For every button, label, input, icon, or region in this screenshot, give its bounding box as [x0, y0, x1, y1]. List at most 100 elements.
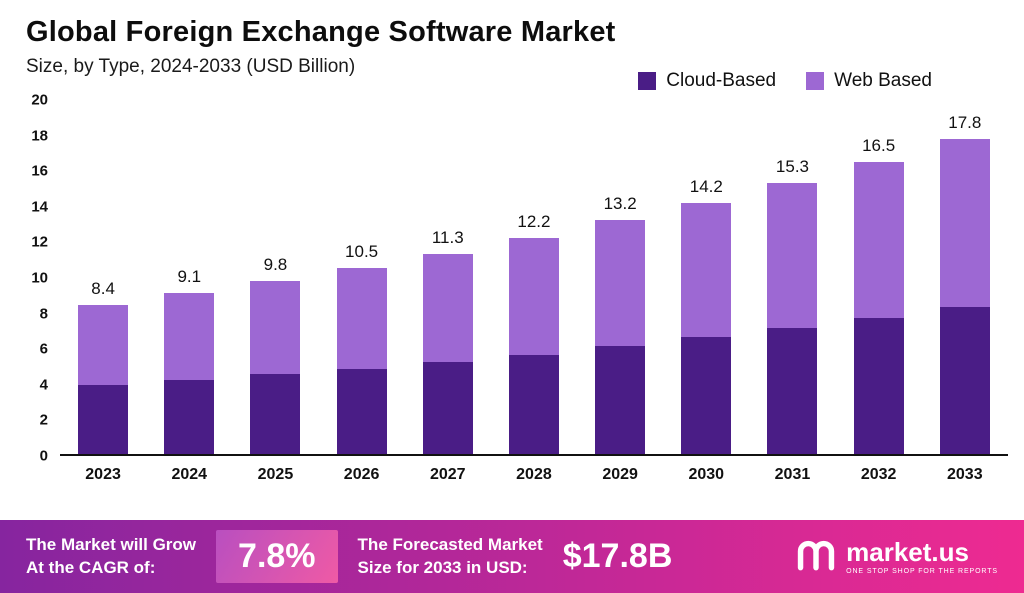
- bar-segment-cloud-based: [767, 328, 818, 454]
- brand-text: market.us ONE STOP SHOP FOR THE REPORTS: [846, 539, 998, 575]
- bar-chart: 0 2 4 6 8 10 12 14 16 18 20 8.4 9.1 9.8 10.5 11.3 12.2 1…: [20, 92, 1008, 484]
- x-axis-label: 2025: [257, 466, 294, 483]
- bar-segment-cloud-based: [681, 337, 732, 454]
- bar-total-label: 17.8: [948, 112, 982, 132]
- bar-slot: 11.3: [405, 100, 491, 454]
- legend-swatch-web-based: [806, 72, 825, 90]
- bar-segment-web-based: [767, 183, 818, 329]
- bar-segment-web-based: [595, 220, 646, 347]
- y-tick-label: 10: [31, 269, 48, 287]
- y-tick-label: 8: [39, 305, 48, 323]
- x-axis-label: 2033: [947, 466, 983, 483]
- bar-segment-web-based: [422, 254, 473, 362]
- chart-legend: Cloud-Based Web Based: [638, 70, 932, 92]
- y-tick-label: 6: [39, 340, 48, 358]
- bar-segment-cloud-based: [336, 369, 387, 454]
- x-axis-label: 2032: [860, 466, 897, 483]
- bar-total-label: 14.2: [689, 176, 723, 196]
- bar-segment-cloud-based: [595, 346, 646, 454]
- bar-segment-web-based: [78, 305, 129, 385]
- bar-segment-cloud-based: [78, 384, 129, 454]
- stacked-bar: [767, 183, 818, 454]
- bar-slot: 14.2: [663, 100, 749, 454]
- bar-total-label: 9.8: [263, 254, 288, 274]
- stacked-bar: [508, 238, 559, 454]
- bar-total-label: 8.4: [91, 279, 115, 299]
- bar-total-label: 11.3: [431, 228, 464, 247]
- x-axis-label: 2030: [688, 466, 725, 483]
- x-axis-label: 2026: [343, 466, 380, 483]
- plot-area: 8.4 9.1 9.8 10.5 11.3 12.2 13.2 14.2 15.3 16.5 17.…: [60, 100, 1008, 456]
- stacked-bar: [939, 138, 990, 454]
- bar-total-label: 10.5: [345, 242, 379, 262]
- y-tick-label: 18: [31, 127, 48, 145]
- bar-segment-cloud-based: [164, 379, 215, 454]
- bar-segment-cloud-based: [250, 374, 301, 454]
- bar-slot: 16.5: [836, 100, 922, 454]
- footer-banner: The Market will Grow At the CAGR of: 7.8…: [0, 520, 1024, 593]
- x-axis-label: 2031: [774, 466, 811, 483]
- stacked-bar: [78, 305, 129, 454]
- stacked-bar: [595, 220, 646, 454]
- page-title: Global Foreign Exchange Software Market: [26, 16, 616, 48]
- brand-name: market.us: [846, 536, 969, 567]
- bar-segment-web-based: [939, 138, 990, 308]
- brand-logo: market.us ONE STOP SHOP FOR THE REPORTS: [796, 537, 998, 576]
- y-axis: 0 2 4 6 8 10 12 14 16 18 20: [20, 92, 60, 465]
- legend-item-web-based: Web Based: [806, 70, 932, 92]
- forecast-value: $17.8B: [562, 537, 673, 575]
- legend-item-cloud-based: Cloud-Based: [638, 70, 776, 92]
- x-axis: 2023 2024 2025 2026 2027 2028 2029 2030 2031 2032…: [60, 456, 1008, 484]
- x-axis-label: 2029: [602, 466, 638, 483]
- y-tick-label: 0: [39, 447, 48, 465]
- bar-segment-cloud-based: [853, 317, 904, 454]
- y-tick-label: 16: [31, 162, 48, 180]
- bar-slot: 13.2: [577, 100, 663, 454]
- bar-total-label: 15.3: [775, 157, 809, 177]
- bar-slot: 9.8: [232, 100, 318, 454]
- stacked-bar: [422, 254, 473, 454]
- legend-label-web-based: Web Based: [834, 70, 932, 91]
- stacked-bar: [681, 202, 732, 454]
- bar-segment-web-based: [853, 161, 904, 318]
- bar-segment-web-based: [250, 280, 301, 375]
- x-axis-label: 2027: [429, 466, 466, 483]
- market-us-logo-icon: [796, 537, 836, 576]
- stacked-bar: [250, 280, 301, 454]
- bar-segment-web-based: [336, 268, 387, 370]
- chart-header: Global Foreign Exchange Software Market …: [0, 0, 1024, 78]
- legend-label-cloud-based: Cloud-Based: [666, 70, 777, 91]
- brand-tagline: ONE STOP SHOP FOR THE REPORTS: [846, 567, 998, 575]
- bar-total-label: 16.5: [862, 135, 896, 155]
- bar-slot: 15.3: [749, 100, 835, 454]
- legend-swatch-cloud-based: [638, 72, 657, 90]
- bar-total-label: 9.1: [177, 266, 202, 286]
- stacked-bar: [853, 161, 904, 454]
- bar-slot: 8.4: [60, 100, 146, 454]
- chart-body: 0 2 4 6 8 10 12 14 16 18 20 8.4 9.1 9.8 10.5 11.3 12.2 1…: [20, 92, 1008, 465]
- bar-total-label: 12.2: [517, 212, 551, 232]
- bar-segment-cloud-based: [939, 307, 990, 454]
- y-tick-label: 12: [31, 233, 48, 251]
- bar-slot: 17.8: [922, 100, 1008, 454]
- page-subtitle: Size, by Type, 2024-2033 (USD Billion): [26, 56, 356, 77]
- bar-segment-cloud-based: [508, 354, 559, 454]
- bar-slot: 12.2: [491, 100, 577, 454]
- y-tick-label: 20: [31, 91, 48, 109]
- cagr-value: 7.8%: [216, 530, 338, 583]
- cagr-label: The Market will Grow At the CAGR of:: [26, 535, 197, 577]
- forecast-label: The Forecasted Market Size for 2033 in U…: [357, 535, 543, 577]
- bar-segment-cloud-based: [422, 361, 473, 454]
- bar-slot: 9.1: [146, 100, 232, 454]
- stacked-bar: [336, 268, 387, 454]
- x-axis-label: 2023: [85, 466, 121, 483]
- bar-total-label: 13.2: [603, 194, 637, 214]
- y-tick-label: 2: [39, 411, 48, 429]
- x-axis-label: 2024: [171, 466, 208, 483]
- bar-slot: 10.5: [319, 100, 405, 454]
- y-tick-label: 4: [39, 376, 48, 394]
- y-tick-label: 14: [31, 198, 48, 216]
- bar-segment-web-based: [164, 292, 215, 380]
- x-axis-label: 2028: [516, 466, 552, 483]
